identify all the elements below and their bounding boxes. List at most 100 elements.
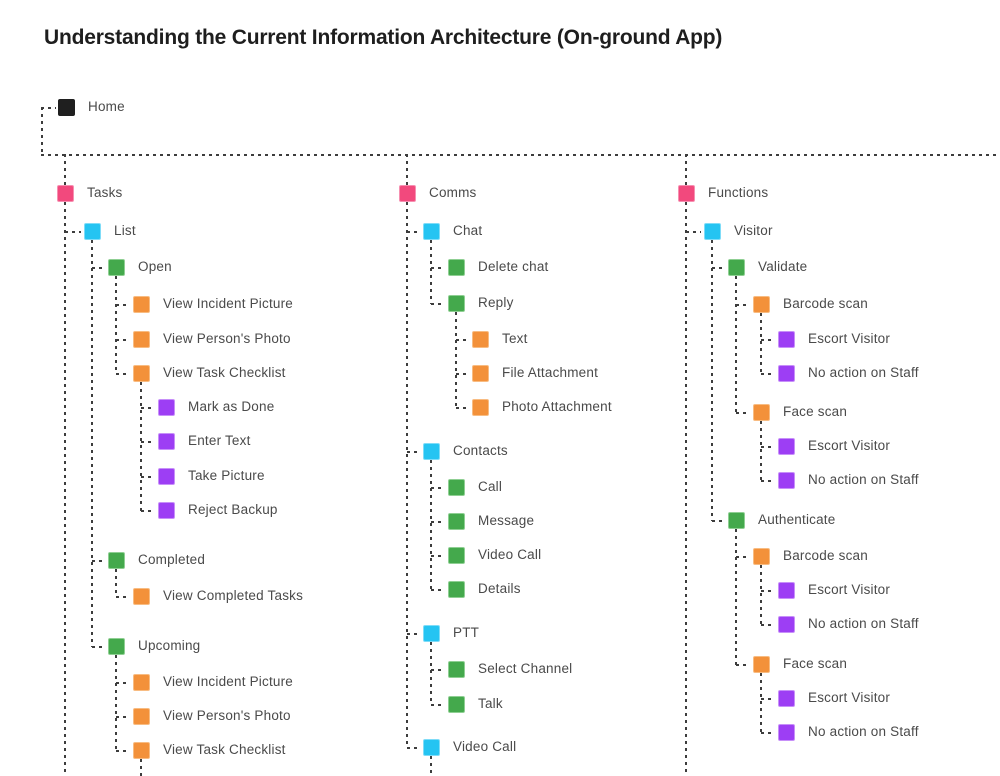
video-call-marker[interactable] xyxy=(423,739,440,756)
barcode-scan-2-marker[interactable] xyxy=(753,548,770,565)
connector-line xyxy=(116,750,130,752)
view-completed-label: View Completed Tasks xyxy=(163,588,304,604)
upcoming-marker[interactable] xyxy=(108,638,125,655)
completed-marker[interactable] xyxy=(108,552,125,569)
open-label: Open xyxy=(138,259,172,275)
connector-line xyxy=(712,267,725,269)
authenticate-marker[interactable] xyxy=(728,512,745,529)
photo-attachment-label: Photo Attachment xyxy=(502,399,612,415)
connector-line xyxy=(41,107,56,109)
view-checklist-1-marker[interactable] xyxy=(133,365,150,382)
view-incident-2-marker[interactable] xyxy=(133,674,150,691)
connector-line xyxy=(431,589,445,591)
view-person-1-marker[interactable] xyxy=(133,331,150,348)
connector-line xyxy=(761,480,775,482)
connector-line xyxy=(456,339,469,341)
page-title: Understanding the Current Information Ar… xyxy=(44,26,723,49)
call-marker[interactable] xyxy=(448,479,465,496)
list-marker[interactable] xyxy=(84,223,101,240)
reject-backup-label: Reject Backup xyxy=(188,502,278,518)
connector-line xyxy=(736,412,750,414)
home-marker[interactable] xyxy=(58,99,75,116)
upcoming-label: Upcoming xyxy=(138,638,201,654)
mark-as-done-label: Mark as Done xyxy=(188,399,275,415)
connector-line xyxy=(430,240,432,304)
connector-line xyxy=(735,529,737,665)
talk-marker[interactable] xyxy=(448,696,465,713)
escort-visitor-3-marker[interactable] xyxy=(778,582,795,599)
no-action-4-marker[interactable] xyxy=(778,724,795,741)
view-checklist-2-label: View Task Checklist xyxy=(163,742,286,758)
connector-line xyxy=(115,276,117,374)
connector-line xyxy=(431,555,445,557)
details-marker[interactable] xyxy=(448,581,465,598)
escort-visitor-1-marker[interactable] xyxy=(778,331,795,348)
take-picture-marker[interactable] xyxy=(158,468,175,485)
select-channel-label: Select Channel xyxy=(478,661,573,677)
barcode-scan-1-marker[interactable] xyxy=(753,296,770,313)
connector-line xyxy=(140,759,142,776)
message-label: Message xyxy=(478,513,535,529)
reply-marker[interactable] xyxy=(448,295,465,312)
connector-line xyxy=(407,451,420,453)
connector-line xyxy=(141,510,155,512)
enter-text-marker[interactable] xyxy=(158,433,175,450)
view-completed-marker[interactable] xyxy=(133,588,150,605)
connector-line xyxy=(761,446,775,448)
face-scan-2-label: Face scan xyxy=(783,656,848,672)
photo-attachment-marker[interactable] xyxy=(472,399,489,416)
call-label: Call xyxy=(478,479,503,495)
connector-line xyxy=(141,407,155,409)
reject-backup-marker[interactable] xyxy=(158,502,175,519)
file-attachment-marker[interactable] xyxy=(472,365,489,382)
no-action-2-marker[interactable] xyxy=(778,472,795,489)
tasks-label: Tasks xyxy=(87,185,123,201)
connector-line xyxy=(431,669,445,671)
view-checklist-2-marker[interactable] xyxy=(133,742,150,759)
escort-visitor-2-label: Escort Visitor xyxy=(808,438,891,454)
validate-label: Validate xyxy=(758,259,808,275)
escort-visitor-3-label: Escort Visitor xyxy=(808,582,891,598)
chat-label: Chat xyxy=(453,223,483,239)
view-person-2-label: View Person's Photo xyxy=(163,708,291,724)
view-person-1-label: View Person's Photo xyxy=(163,331,291,347)
view-incident-1-marker[interactable] xyxy=(133,296,150,313)
no-action-3-marker[interactable] xyxy=(778,616,795,633)
contacts-marker[interactable] xyxy=(423,443,440,460)
select-channel-marker[interactable] xyxy=(448,661,465,678)
comms-marker[interactable] xyxy=(399,185,416,202)
face-scan-1-label: Face scan xyxy=(783,404,848,420)
delete-chat-marker[interactable] xyxy=(448,259,465,276)
connector-line xyxy=(430,642,432,705)
connector-line xyxy=(456,373,469,375)
chat-marker[interactable] xyxy=(423,223,440,240)
escort-visitor-1-label: Escort Visitor xyxy=(808,331,891,347)
connector-line xyxy=(712,520,725,522)
tasks-marker[interactable] xyxy=(57,185,74,202)
face-scan-2-marker[interactable] xyxy=(753,656,770,673)
validate-marker[interactable] xyxy=(728,259,745,276)
connector-line xyxy=(685,202,687,776)
connector-line xyxy=(430,756,432,776)
open-marker[interactable] xyxy=(108,259,125,276)
text-marker[interactable] xyxy=(472,331,489,348)
connector-line xyxy=(736,664,750,666)
connector-line xyxy=(92,560,105,562)
functions-marker[interactable] xyxy=(678,185,695,202)
connector-line xyxy=(761,373,775,375)
message-marker[interactable] xyxy=(448,513,465,530)
face-scan-1-marker[interactable] xyxy=(753,404,770,421)
ptt-marker[interactable] xyxy=(423,625,440,642)
visitor-marker[interactable] xyxy=(704,223,721,240)
connector-line xyxy=(407,231,420,233)
connector-line xyxy=(41,154,1000,156)
escort-visitor-2-marker[interactable] xyxy=(778,438,795,455)
connector-line xyxy=(116,716,130,718)
connector-line xyxy=(686,231,701,233)
no-action-2-label: No action on Staff xyxy=(808,472,919,488)
escort-visitor-4-marker[interactable] xyxy=(778,690,795,707)
video-call-sub-marker[interactable] xyxy=(448,547,465,564)
mark-as-done-marker[interactable] xyxy=(158,399,175,416)
view-person-2-marker[interactable] xyxy=(133,708,150,725)
no-action-1-marker[interactable] xyxy=(778,365,795,382)
